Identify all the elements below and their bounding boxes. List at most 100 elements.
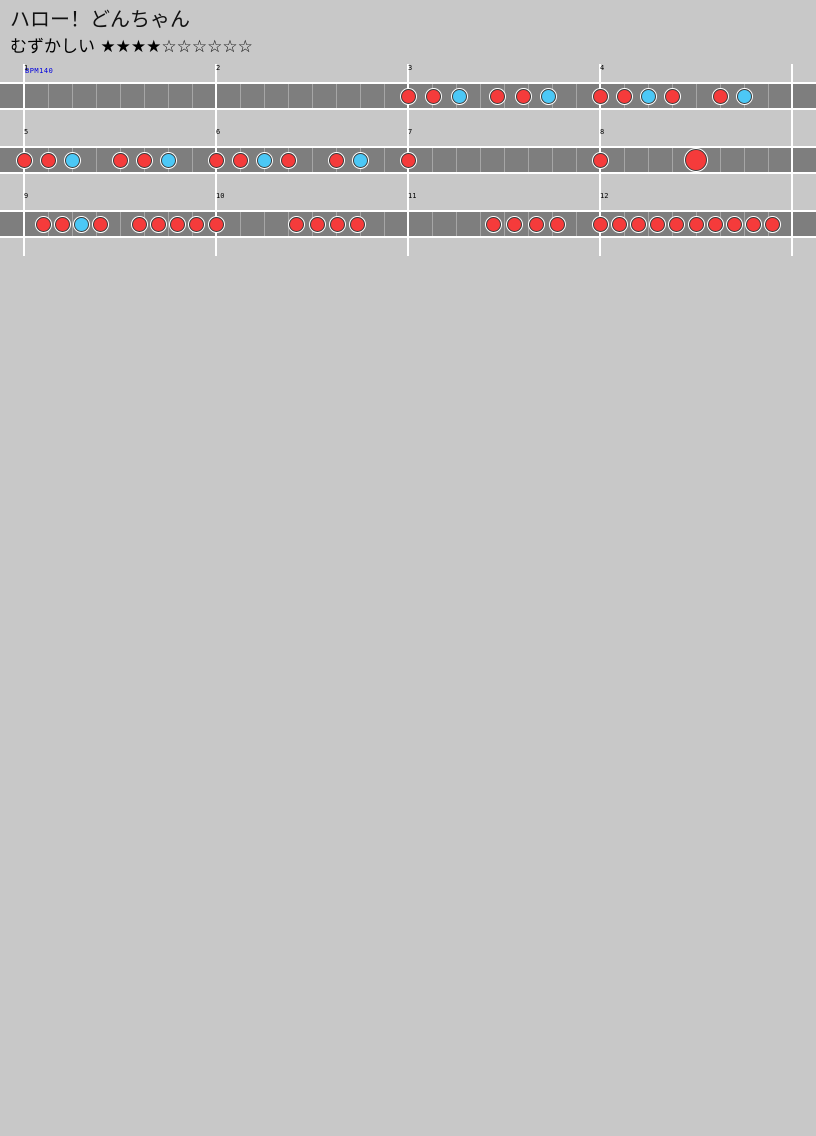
don-note	[16, 152, 32, 168]
beat-line	[576, 148, 577, 172]
measure-number: 12	[600, 192, 609, 200]
measure-barline	[791, 192, 793, 256]
measure-number: 6	[216, 128, 221, 136]
beat-line	[768, 84, 769, 108]
don-note	[349, 216, 365, 232]
ka-note	[160, 152, 176, 168]
beat-line	[72, 212, 73, 236]
beat-line	[144, 84, 145, 108]
ka-note	[736, 88, 752, 104]
don-note	[664, 88, 680, 104]
ka-note	[541, 88, 557, 104]
beat-line	[288, 212, 289, 236]
beat-line	[456, 212, 457, 236]
beat-line	[480, 84, 481, 108]
beat-line	[576, 212, 577, 236]
beat-line	[48, 84, 49, 108]
don-note	[616, 88, 632, 104]
don-note	[746, 216, 762, 232]
don-note	[630, 216, 646, 232]
ka-note	[74, 216, 90, 232]
don-note	[189, 216, 205, 232]
beat-line	[192, 148, 193, 172]
don-note	[592, 88, 608, 104]
beat-line	[720, 148, 721, 172]
don-note	[329, 216, 345, 232]
beat-line	[264, 212, 265, 236]
song-title: ハロー！どんちゃん	[10, 7, 190, 31]
beat-line	[528, 148, 529, 172]
don-note	[232, 152, 248, 168]
measure-barline	[407, 192, 409, 256]
don-note	[669, 216, 685, 232]
beat-line	[288, 84, 289, 108]
beat-line	[120, 84, 121, 108]
don-note	[611, 216, 627, 232]
measure-number: 5	[24, 128, 29, 136]
don-note	[592, 152, 608, 168]
measure-number: 3	[408, 64, 413, 72]
beat-line	[264, 84, 265, 108]
don-note	[54, 216, 70, 232]
don-note	[549, 216, 565, 232]
beat-line	[240, 84, 241, 108]
beat-line	[384, 212, 385, 236]
beat-line	[72, 84, 73, 108]
don-note	[131, 216, 147, 232]
don-note	[515, 88, 531, 104]
measure-barline	[215, 64, 217, 128]
beat-line	[648, 148, 649, 172]
measure-number: 9	[24, 192, 29, 200]
beat-line	[96, 148, 97, 172]
don-note	[707, 216, 723, 232]
don-note	[726, 216, 742, 232]
don-note	[170, 216, 186, 232]
ka-note	[352, 152, 368, 168]
beat-line	[432, 148, 433, 172]
ka-note	[256, 152, 272, 168]
measure-number: 1	[24, 64, 29, 72]
don-note	[112, 152, 128, 168]
don-note	[150, 216, 166, 232]
beat-line	[480, 212, 481, 236]
beat-line	[672, 148, 673, 172]
don-note	[289, 216, 305, 232]
measure-number: 4	[600, 64, 605, 72]
bpm-label: BPM140	[25, 67, 54, 75]
beat-line	[768, 148, 769, 172]
don-note	[40, 152, 56, 168]
measure-number: 11	[408, 192, 417, 200]
beat-line	[192, 84, 193, 108]
beat-line	[120, 212, 121, 236]
don-note	[309, 216, 325, 232]
beat-line	[360, 84, 361, 108]
difficulty-rating: むずかしい ★★★★☆☆☆☆☆☆	[10, 36, 253, 58]
beat-line	[312, 148, 313, 172]
beat-line	[504, 148, 505, 172]
don-note	[400, 88, 416, 104]
beat-line	[576, 84, 577, 108]
beat-line	[480, 148, 481, 172]
beat-line	[384, 148, 385, 172]
beat-line	[456, 148, 457, 172]
don-note	[765, 216, 781, 232]
beat-line	[168, 212, 169, 236]
don-note	[280, 152, 296, 168]
don-note	[485, 216, 501, 232]
don-note	[93, 216, 109, 232]
beat-line	[336, 84, 337, 108]
ka-note	[64, 152, 80, 168]
measure-number: 10	[216, 192, 225, 200]
ka-note	[451, 88, 467, 104]
don-note	[650, 216, 666, 232]
chart-row: 1 2 3 4	[0, 64, 816, 128]
beat-line	[168, 84, 169, 108]
measure-number: 7	[408, 128, 413, 136]
beat-line	[312, 84, 313, 108]
chart-row: 9 10 11 12	[0, 192, 816, 256]
beat-line	[504, 212, 505, 236]
difficulty-stars: ★★★★☆☆☆☆☆☆	[100, 37, 253, 57]
don-note	[400, 152, 416, 168]
measure-barline	[791, 64, 793, 128]
don-note	[507, 216, 523, 232]
